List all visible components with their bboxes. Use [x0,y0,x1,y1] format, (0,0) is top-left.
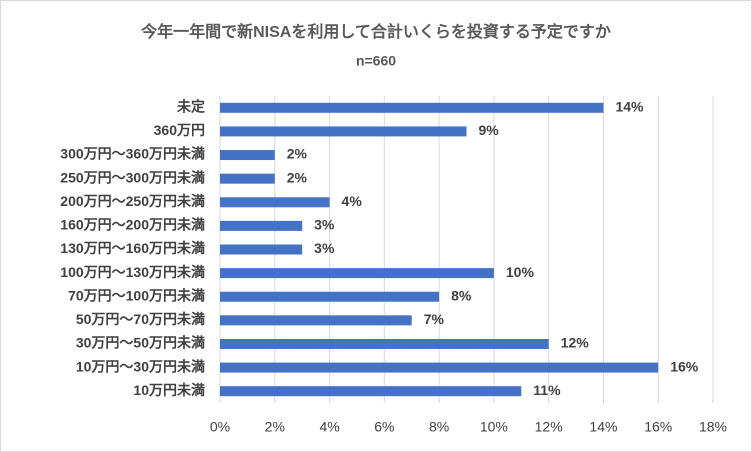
y-tick-label: 10万円未満 [133,382,205,398]
y-tick-label: 160万円～200万円未満 [60,217,205,233]
bar [220,102,604,113]
y-tick-label: 100万円～130万円未満 [60,264,205,280]
x-tick-label: 6% [374,419,394,435]
x-tick-label: 10% [480,419,508,435]
y-tick-label: 360万円 [154,122,205,138]
value-label: 2% [287,146,308,162]
y-tick-label: 10万円～30万円未満 [76,358,205,374]
value-label: 9% [479,122,500,138]
value-label: 11% [533,382,561,398]
bar [220,315,412,326]
x-tick-label: 8% [429,419,449,435]
bar [220,244,303,255]
value-label: 4% [342,193,363,209]
bar [220,197,330,208]
chart-subtitle: n=660 [356,53,396,69]
x-tick-label: 2% [265,419,285,435]
bar [220,338,549,349]
bar [220,268,494,279]
bar [220,220,303,231]
y-tick-label: 300万円～360万円未満 [60,146,205,162]
value-label: 8% [451,287,472,303]
y-tick-label: 250万円～300万円未満 [60,169,205,185]
bar [220,362,659,373]
x-tick-label: 4% [319,419,339,435]
bar [220,126,467,137]
x-tick-label: 18% [699,419,727,435]
value-label: 3% [314,217,335,233]
y-tick-label: 30万円～50万円未満 [76,335,205,351]
bar [220,150,275,161]
bar [220,291,440,302]
bar [220,386,522,397]
bar [220,173,275,184]
x-tick-label: 12% [535,419,563,435]
y-tick-label: 未定 [177,99,205,115]
chart-title: 今年一年間で新NISAを利用して合計いくらを投資する予定ですか [140,22,611,41]
y-tick-label: 50万円～70万円未満 [76,311,205,327]
value-label: 12% [561,335,590,351]
x-tick-label: 0% [210,419,230,435]
x-tick-label: 16% [644,419,672,435]
value-label: 2% [287,169,308,185]
value-label: 3% [314,240,335,256]
value-label: 16% [670,358,699,374]
value-label: 10% [506,264,535,280]
y-tick-label: 200万円～250万円未満 [60,193,205,209]
x-tick-label: 14% [589,419,617,435]
y-tick-label: 70万円～100万円未満 [68,287,205,303]
value-label: 14% [615,99,644,115]
y-tick-label: 130万円～160万円未満 [60,240,205,256]
value-label: 7% [424,311,445,327]
